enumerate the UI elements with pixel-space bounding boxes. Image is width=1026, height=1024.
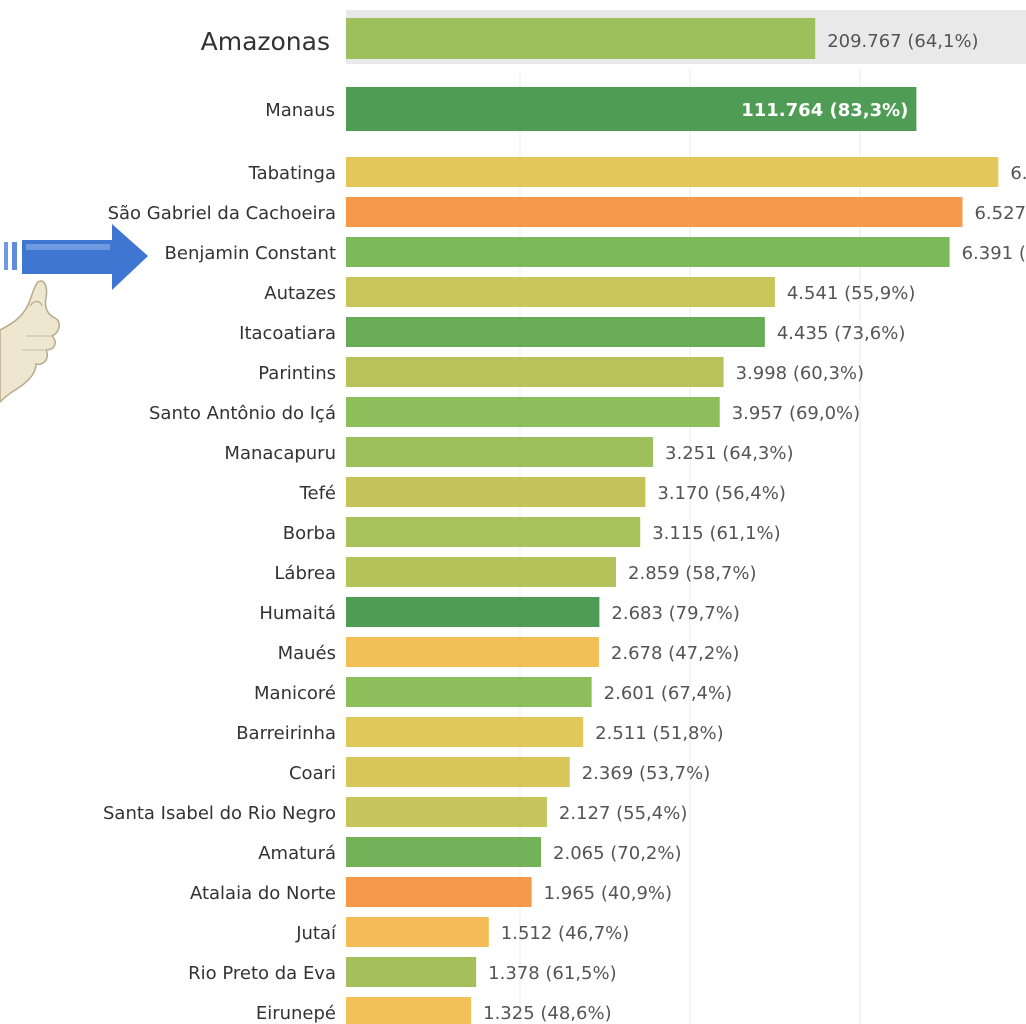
bar — [346, 837, 542, 867]
data-label: 1.965 (40,9%) — [544, 883, 672, 904]
bar — [346, 997, 472, 1024]
category-label: Barreirinha — [236, 723, 336, 744]
category-label: Manacapuru — [224, 443, 336, 464]
data-label: 2.859 (58,7%) — [628, 563, 756, 584]
data-label: 6.391 (70,0%) — [962, 243, 1026, 264]
bar — [346, 877, 532, 907]
bar — [346, 957, 477, 987]
category-label: Santa Isabel do Rio Negro — [103, 803, 336, 824]
data-label: 2.678 (47,2%) — [611, 643, 739, 664]
capital-row: Manaus 111.764 (83,3%) — [265, 87, 917, 131]
category-label: Jutaí — [295, 923, 337, 944]
category-label: Autazes — [264, 283, 336, 304]
data-label: 3.998 (60,3%) — [736, 363, 864, 384]
category-label: Tefé — [299, 483, 336, 504]
total-row: Amazonas 209.767 (64,1%) — [201, 10, 1026, 64]
bar — [346, 237, 950, 267]
total-category-label: Amazonas — [201, 27, 330, 56]
data-label: 2.511 (51,8%) — [595, 723, 723, 744]
category-label: São Gabriel da Cachoeira — [108, 203, 336, 224]
category-label: Maués — [278, 643, 336, 664]
data-label: 1.325 (48,6%) — [483, 1003, 611, 1024]
municipality-bars: Tabatinga 6.907 (51,5%) São Gabriel da Cac… — [103, 157, 1026, 1024]
category-label: Rio Preto da Eva — [188, 963, 336, 984]
data-label: 2.601 (67,4%) — [604, 683, 732, 704]
total-bar — [346, 18, 816, 59]
category-label: Benjamin Constant — [165, 243, 336, 264]
data-label: 4.541 (55,9%) — [787, 283, 915, 304]
bar — [346, 477, 646, 507]
data-label: 2.065 (70,2%) — [553, 843, 681, 864]
bar — [346, 277, 775, 307]
bar — [346, 597, 600, 627]
bar — [346, 637, 599, 667]
category-label: Coari — [289, 763, 336, 784]
bar — [346, 757, 570, 787]
capital-bar — [346, 87, 917, 131]
category-label: Manicoré — [254, 683, 336, 704]
capital-category-label: Manaus — [265, 100, 335, 121]
data-label: 6.527 (39,7%) — [974, 203, 1026, 224]
bar — [346, 557, 617, 587]
highlight-arrow-icon — [4, 224, 148, 290]
category-label: Humaitá — [259, 603, 336, 624]
bar — [346, 677, 592, 707]
data-label: 2.683 (79,7%) — [611, 603, 739, 624]
data-label: 6.907 (51,5%) — [1010, 163, 1026, 184]
category-label: Tabatinga — [248, 163, 336, 184]
category-label: Parintins — [258, 363, 336, 384]
data-label: 1.378 (61,5%) — [488, 963, 616, 984]
bar — [346, 197, 963, 227]
bar — [346, 317, 765, 347]
pointing-hand-icon — [0, 280, 60, 404]
category-label: Borba — [283, 523, 336, 544]
bar — [346, 797, 547, 827]
total-value-label: 209.767 (64,1%) — [827, 31, 978, 52]
capital-value-label: 111.764 (83,3%) — [741, 100, 908, 121]
bar — [346, 437, 654, 467]
bar — [346, 517, 641, 547]
category-label: Atalaia do Norte — [190, 883, 336, 904]
category-label: Lábrea — [274, 563, 336, 584]
bar — [346, 717, 584, 747]
data-label: 3.957 (69,0%) — [732, 403, 860, 424]
category-label: Itacoatiara — [239, 323, 336, 344]
data-label: 1.512 (46,7%) — [501, 923, 629, 944]
data-label: 3.170 (56,4%) — [657, 483, 785, 504]
data-label: 2.369 (53,7%) — [582, 763, 710, 784]
category-label: Amaturá — [258, 843, 336, 864]
bar — [346, 157, 999, 187]
category-label: Eirunepé — [256, 1003, 336, 1024]
data-label: 4.435 (73,6%) — [777, 323, 905, 344]
data-label: 3.115 (61,1%) — [652, 523, 780, 544]
data-label: 3.251 (64,3%) — [665, 443, 793, 464]
data-label: 2.127 (55,4%) — [559, 803, 687, 824]
category-label: Santo Antônio do Içá — [149, 403, 336, 424]
bar — [346, 357, 724, 387]
bar — [346, 917, 489, 947]
bar — [346, 397, 720, 427]
